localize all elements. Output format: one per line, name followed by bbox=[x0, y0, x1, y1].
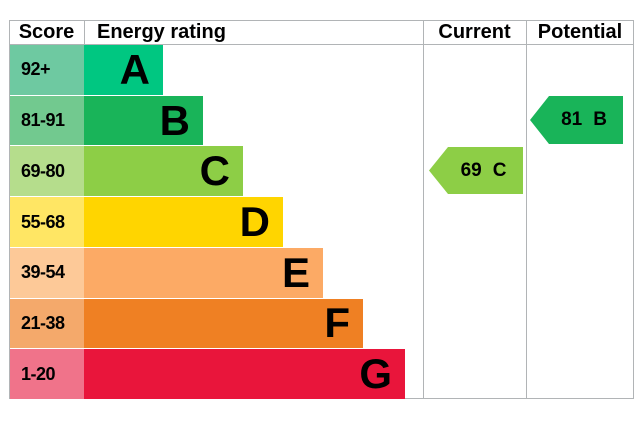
table-border-right bbox=[633, 20, 634, 399]
score-range-b: 81-91 bbox=[10, 95, 84, 146]
band-bar-b: B bbox=[84, 95, 203, 146]
score-range-e: 39-54 bbox=[10, 247, 84, 298]
band-bar-d: D bbox=[84, 197, 283, 247]
band-letter-g: G bbox=[359, 350, 392, 398]
band-letter-a: A bbox=[119, 45, 150, 93]
band-letter-f: F bbox=[324, 299, 350, 347]
divider-score-rating bbox=[84, 20, 85, 44]
band-letter-c: C bbox=[199, 147, 230, 195]
current-rating-value: 69 bbox=[460, 159, 482, 181]
score-range-g: 1-20 bbox=[10, 349, 84, 400]
band-bar-f: F bbox=[84, 298, 363, 349]
current-rating-band: C bbox=[492, 159, 507, 181]
band-bar-g: G bbox=[84, 349, 405, 400]
band-row-g: 1-20 G bbox=[10, 349, 510, 400]
score-range-f: 21-38 bbox=[10, 298, 84, 349]
potential-rating-value: 81 bbox=[561, 109, 583, 130]
divider-rating-current bbox=[423, 20, 424, 399]
table-border-top bbox=[9, 20, 634, 21]
band-bar-c: C bbox=[84, 146, 243, 197]
band-row-e: 39-54 E bbox=[10, 247, 510, 298]
band-letter-b: B bbox=[159, 96, 190, 144]
header-bottom-border bbox=[9, 44, 634, 45]
current-rating-arrow: 69 C bbox=[429, 147, 523, 194]
score-range-a: 92+ bbox=[10, 45, 84, 95]
band-row-b: 81-91 B bbox=[10, 95, 510, 146]
potential-rating-arrow: 81 B bbox=[530, 96, 623, 144]
band-bar-e: E bbox=[84, 247, 323, 298]
band-row-a: 92+ A bbox=[10, 45, 510, 95]
band-rows: 92+ A 81-91 B 69-80 C 55-68 D bbox=[10, 45, 510, 400]
band-bar-a: A bbox=[84, 45, 163, 95]
header-energy-rating: Energy rating bbox=[97, 21, 226, 43]
header-potential: Potential bbox=[537, 21, 623, 43]
epc-table: Score Energy rating Current Potential 92… bbox=[9, 20, 634, 400]
table-border-left bbox=[9, 20, 10, 399]
band-row-d: 55-68 D bbox=[10, 197, 510, 247]
band-row-c: 69-80 C bbox=[10, 146, 510, 197]
band-letter-e: E bbox=[281, 248, 310, 296]
divider-current-potential bbox=[526, 20, 527, 399]
score-range-d: 55-68 bbox=[10, 197, 84, 247]
potential-rating-band: B bbox=[593, 109, 607, 130]
band-row-f: 21-38 F bbox=[10, 298, 510, 349]
score-range-c: 69-80 bbox=[10, 146, 84, 197]
header-score: Score bbox=[18, 21, 75, 43]
header-current: Current bbox=[438, 21, 511, 43]
band-letter-d: D bbox=[239, 198, 270, 246]
